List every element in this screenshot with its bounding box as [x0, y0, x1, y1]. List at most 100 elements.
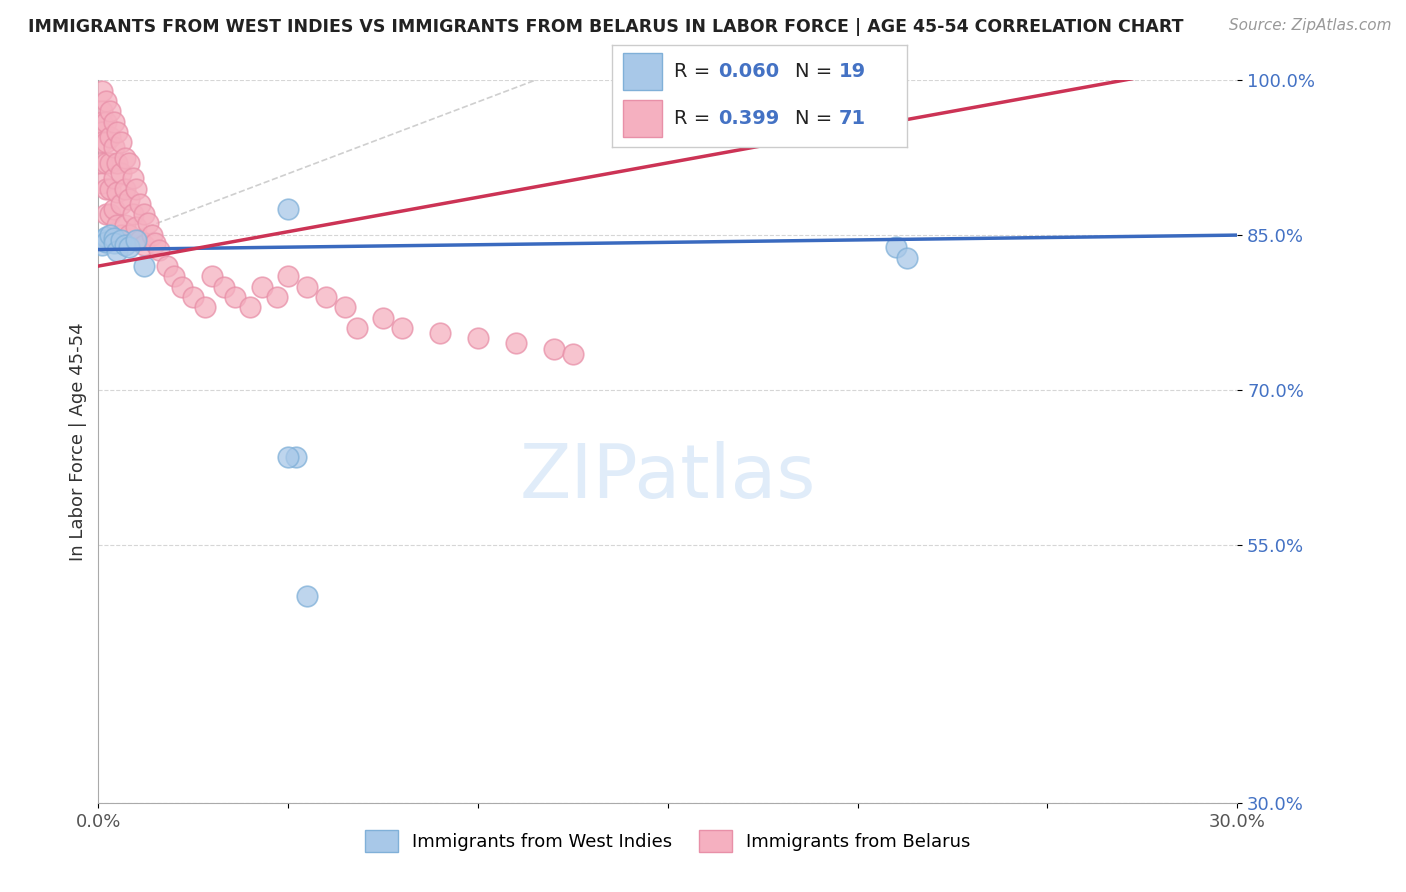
Point — [107, 156, 129, 170]
Point — [505, 336, 527, 351]
Point — [110, 166, 132, 180]
Point — [277, 450, 299, 464]
Point — [94, 230, 117, 244]
Text: 19: 19 — [839, 62, 866, 81]
Point — [98, 156, 121, 170]
Bar — [623, 53, 662, 90]
Point — [118, 156, 141, 170]
Point — [266, 290, 288, 304]
Point — [335, 301, 357, 315]
Point — [107, 244, 129, 258]
Point — [107, 125, 129, 139]
Point — [315, 290, 337, 304]
Text: 71: 71 — [839, 109, 866, 128]
Point — [103, 114, 125, 128]
Point — [94, 135, 117, 149]
Point — [103, 231, 125, 245]
Point — [562, 347, 585, 361]
Text: N =: N = — [794, 62, 838, 81]
Point — [148, 243, 170, 257]
Point — [141, 228, 163, 243]
Point — [110, 233, 132, 247]
Point — [884, 240, 907, 254]
Point — [467, 331, 489, 345]
Point — [163, 269, 186, 284]
Point — [94, 235, 117, 250]
Point — [170, 279, 193, 293]
Point — [94, 156, 117, 170]
Point — [103, 140, 125, 154]
Point — [896, 251, 918, 265]
Text: 0.060: 0.060 — [718, 62, 779, 81]
Point — [429, 326, 451, 340]
Point — [98, 130, 121, 145]
Point — [212, 279, 235, 293]
Point — [110, 197, 132, 211]
Point — [98, 228, 121, 243]
Point — [91, 104, 114, 119]
Point — [284, 450, 307, 464]
Point — [125, 219, 148, 234]
Point — [297, 590, 319, 604]
Point — [91, 84, 114, 98]
Text: 0.399: 0.399 — [718, 109, 779, 128]
Point — [277, 269, 299, 284]
Point — [114, 181, 136, 195]
Point — [91, 233, 114, 247]
Point — [91, 135, 114, 149]
Point — [91, 156, 114, 170]
Point — [121, 171, 143, 186]
Point — [118, 228, 141, 243]
Point — [136, 216, 159, 230]
Point — [110, 228, 132, 243]
Point — [98, 104, 121, 119]
Point — [371, 310, 394, 325]
Point — [224, 290, 246, 304]
Bar — [623, 100, 662, 137]
Text: ZIPatlas: ZIPatlas — [520, 442, 815, 514]
Point — [132, 259, 155, 273]
Point — [98, 207, 121, 221]
Point — [129, 233, 152, 247]
Point — [91, 125, 114, 139]
Text: IMMIGRANTS FROM WEST INDIES VS IMMIGRANTS FROM BELARUS IN LABOR FORCE | AGE 45-5: IMMIGRANTS FROM WEST INDIES VS IMMIGRANT… — [28, 18, 1184, 36]
Point — [107, 218, 129, 232]
Point — [201, 269, 224, 284]
Point — [118, 192, 141, 206]
Y-axis label: In Labor Force | Age 45-54: In Labor Force | Age 45-54 — [69, 322, 87, 561]
Point — [129, 197, 152, 211]
Point — [91, 238, 114, 252]
Point — [125, 233, 148, 247]
Point — [103, 202, 125, 217]
Point — [145, 236, 167, 251]
Point — [94, 181, 117, 195]
Point — [114, 238, 136, 252]
Point — [103, 171, 125, 186]
Point — [194, 301, 217, 315]
Point — [110, 135, 132, 149]
Point — [125, 181, 148, 195]
Point — [94, 114, 117, 128]
Point — [94, 207, 117, 221]
Point — [239, 301, 262, 315]
Point — [277, 202, 299, 217]
Text: R =: R = — [673, 109, 716, 128]
Point — [91, 114, 114, 128]
Point — [132, 207, 155, 221]
Point — [250, 279, 273, 293]
Point — [114, 218, 136, 232]
Point — [114, 151, 136, 165]
Point — [156, 259, 179, 273]
Text: Source: ZipAtlas.com: Source: ZipAtlas.com — [1229, 18, 1392, 33]
Point — [132, 238, 155, 252]
Point — [103, 236, 125, 251]
Point — [543, 342, 565, 356]
Point — [118, 240, 141, 254]
Point — [121, 207, 143, 221]
Point — [107, 185, 129, 199]
Text: R =: R = — [673, 62, 716, 81]
Point — [91, 177, 114, 191]
Text: N =: N = — [794, 109, 838, 128]
Point — [391, 321, 413, 335]
Point — [98, 181, 121, 195]
